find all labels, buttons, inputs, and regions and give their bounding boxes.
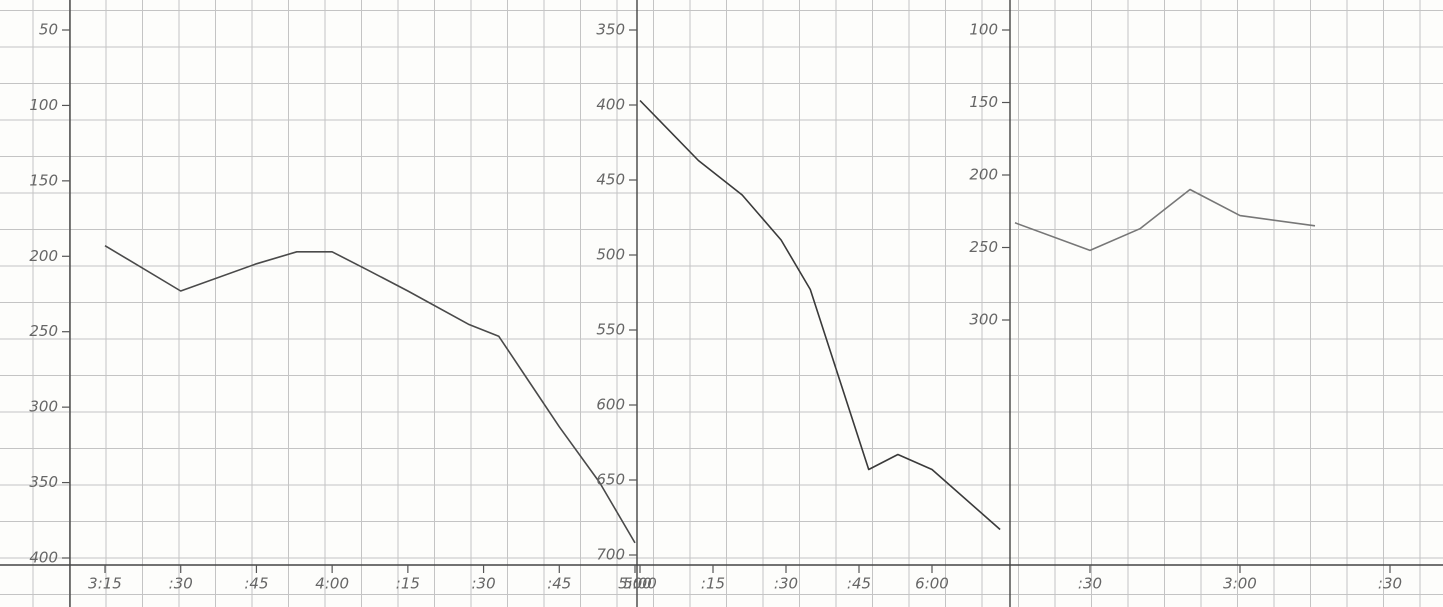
y-tick-label: 200	[969, 166, 998, 184]
x-tick-label: :30	[1378, 575, 1402, 593]
x-tick-label: 3:15	[88, 575, 122, 593]
y-tick-label: 250	[969, 238, 998, 256]
y-tick-label: 300	[29, 398, 58, 416]
line	[104, 245, 636, 544]
x-tick-label: :15	[396, 575, 420, 593]
x-tick-label: 5:00	[623, 575, 657, 593]
y-tick-label: 600	[596, 396, 625, 414]
x-tick-label: :45	[847, 575, 871, 593]
x-tick-label: 4:00	[315, 575, 349, 593]
y-tick-label: 100	[29, 96, 58, 114]
line	[639, 99, 1001, 531]
y-tick-label: 200	[29, 247, 58, 265]
x-tick-label: :30	[169, 575, 193, 593]
y-tick-label: 650	[596, 471, 625, 489]
x-tick-label: :30	[1078, 575, 1102, 593]
y-tick-label: 300	[969, 311, 998, 329]
x-tick-label: 5:00	[618, 575, 652, 593]
y-tick-label: 350	[29, 473, 58, 491]
y-tick-label: 100	[969, 21, 998, 39]
y-tick-label: 700	[596, 546, 625, 564]
y-tick-label: 400	[596, 96, 625, 114]
y-tick-label: 400	[29, 549, 58, 567]
x-tick-label: :45	[244, 575, 268, 593]
y-tick-label: 250	[29, 322, 58, 340]
y-tick-label: 150	[29, 171, 58, 189]
y-tick-label: 500	[596, 246, 625, 264]
y-tick-label: 150	[969, 93, 998, 111]
y-tick-label: 450	[596, 171, 625, 189]
x-tick-label: 6:00	[915, 575, 949, 593]
x-tick-label: :30	[472, 575, 496, 593]
line	[1014, 188, 1316, 252]
x-tick-label: :15	[701, 575, 725, 593]
x-tick-label: 3:00	[1223, 575, 1257, 593]
y-tick-label: 350	[596, 21, 625, 39]
x-tick-label: :45	[547, 575, 571, 593]
y-tick-label: 50	[39, 21, 58, 39]
y-tick-label: 550	[596, 321, 625, 339]
x-tick-label: :30	[774, 575, 798, 593]
